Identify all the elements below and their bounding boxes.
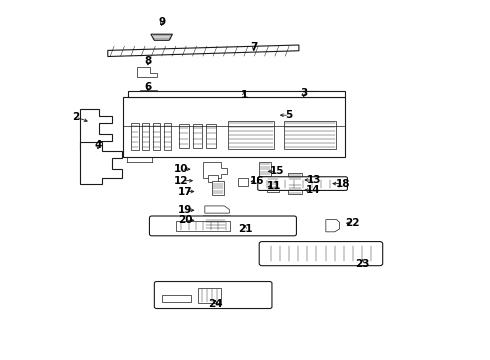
Bar [198, 288, 220, 303]
Text: 13: 13 [306, 175, 321, 185]
Bar [267, 177, 279, 192]
Text: 20: 20 [178, 215, 193, 225]
FancyBboxPatch shape [154, 282, 272, 309]
Polygon shape [298, 91, 325, 123]
Bar [206, 124, 216, 148]
Text: 21: 21 [238, 224, 252, 234]
Bar [259, 162, 271, 176]
Polygon shape [151, 34, 172, 40]
Text: 4: 4 [94, 140, 102, 150]
Polygon shape [80, 109, 112, 150]
Text: 14: 14 [306, 185, 321, 195]
Text: 22: 22 [345, 218, 360, 228]
Bar [142, 123, 149, 150]
Bar [131, 123, 139, 150]
Text: 1: 1 [241, 90, 247, 100]
Text: 23: 23 [355, 258, 370, 269]
Polygon shape [326, 220, 340, 232]
Bar [128, 91, 345, 97]
Text: 24: 24 [208, 299, 223, 309]
Polygon shape [108, 45, 299, 57]
Bar [212, 181, 224, 195]
Bar [164, 123, 171, 150]
Text: 9: 9 [158, 17, 165, 27]
FancyBboxPatch shape [259, 242, 383, 266]
Text: 8: 8 [145, 56, 151, 66]
Bar [122, 97, 345, 157]
Polygon shape [80, 142, 122, 184]
Text: 18: 18 [336, 179, 350, 189]
Bar [193, 124, 202, 148]
Polygon shape [203, 216, 235, 230]
Bar [179, 124, 189, 148]
Bar [162, 295, 191, 302]
Polygon shape [205, 206, 229, 213]
FancyBboxPatch shape [258, 177, 347, 190]
Bar [140, 90, 157, 99]
Polygon shape [220, 106, 252, 124]
Text: 11: 11 [267, 181, 282, 192]
Bar [238, 178, 248, 186]
Text: 2: 2 [73, 112, 79, 122]
Bar [288, 173, 302, 181]
Bar [176, 221, 230, 231]
Text: 19: 19 [178, 205, 193, 215]
FancyBboxPatch shape [149, 216, 296, 236]
Bar [208, 175, 218, 182]
Text: 15: 15 [270, 166, 284, 176]
Polygon shape [137, 67, 157, 77]
Text: 17: 17 [178, 186, 193, 197]
Text: 16: 16 [250, 176, 265, 186]
Bar [145, 99, 152, 103]
Bar [288, 184, 302, 194]
Text: 10: 10 [174, 164, 189, 174]
Text: 3: 3 [300, 88, 307, 98]
Text: 7: 7 [250, 42, 258, 52]
Polygon shape [203, 162, 227, 178]
Bar [284, 121, 336, 149]
Bar [228, 121, 274, 149]
Text: 5: 5 [286, 110, 293, 120]
Text: 12: 12 [174, 176, 189, 186]
Text: 6: 6 [145, 82, 151, 92]
Bar [153, 123, 160, 150]
